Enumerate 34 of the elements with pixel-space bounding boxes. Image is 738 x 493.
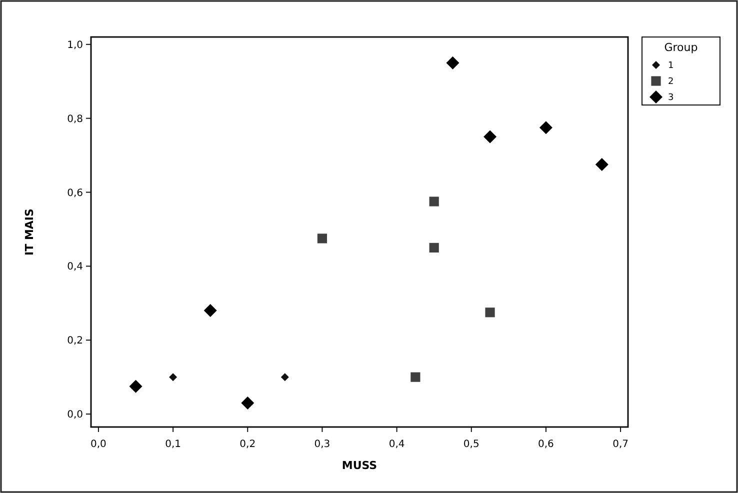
x-tick-label: 0,4 <box>388 439 405 450</box>
point <box>446 56 460 70</box>
point <box>429 196 439 206</box>
x-tick-label: 0,1 <box>165 439 181 450</box>
x-tick-label: 0,7 <box>612 439 628 450</box>
legend-label: 2 <box>668 77 674 88</box>
x-tick-label: 0,2 <box>240 439 256 450</box>
point <box>204 304 217 318</box>
y-tick-label: 0,0 <box>67 410 83 421</box>
point <box>595 158 608 172</box>
point <box>317 234 328 244</box>
legend-label: 1 <box>668 61 674 72</box>
y-axis-title: IT MAIS <box>23 208 36 256</box>
point <box>280 373 289 382</box>
x-tick-label: 0,3 <box>314 439 330 450</box>
point <box>485 308 495 318</box>
point <box>539 121 552 134</box>
point <box>484 130 497 144</box>
y-tick-label: 0,6 <box>67 188 83 199</box>
x-axis-title: MUSS <box>342 459 378 472</box>
point <box>241 396 254 410</box>
y-tick-label: 0,8 <box>67 114 83 125</box>
legend-title: Group <box>664 41 698 54</box>
y-tick-label: 1,0 <box>67 40 83 51</box>
x-tick-label: 0,5 <box>463 439 480 450</box>
point <box>129 380 142 393</box>
point <box>169 373 178 382</box>
point <box>410 372 420 382</box>
y-tick-label: 0,2 <box>67 336 83 347</box>
legend-label: 3 <box>668 93 674 104</box>
x-tick-label: 0,6 <box>538 439 554 450</box>
x-tick-label: 0,0 <box>90 439 106 450</box>
y-tick-label: 0,4 <box>67 262 83 273</box>
point <box>429 242 439 253</box>
